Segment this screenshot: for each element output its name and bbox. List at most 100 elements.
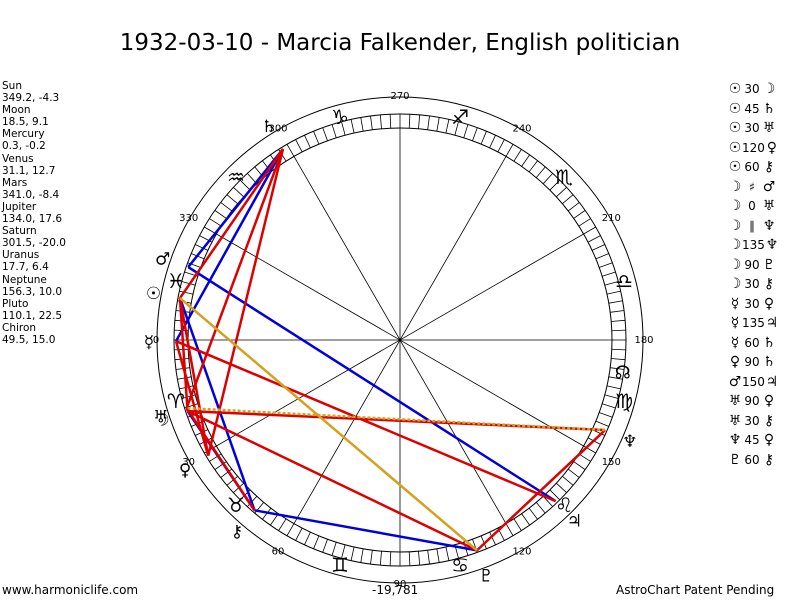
sign-glyph: ♍ bbox=[615, 389, 633, 413]
planet-name: Mercury bbox=[2, 128, 45, 141]
aspect-line bbox=[174, 340, 210, 457]
degree-tick bbox=[295, 527, 303, 541]
planet-glyph: ☉ bbox=[146, 284, 161, 304]
aspect-angle: 45 bbox=[744, 101, 760, 116]
aspect-angle: 150 bbox=[742, 374, 765, 389]
degree-tick bbox=[278, 518, 287, 531]
degree-tick bbox=[497, 139, 505, 153]
chart-title: 1932-03-10 - Marcia Falkender, English p… bbox=[119, 30, 681, 56]
degree-tick bbox=[521, 513, 530, 526]
degree-tick bbox=[427, 550, 430, 565]
aspect-row: ☽ 0 ♅ bbox=[728, 197, 800, 217]
planet-glyph: ♆ bbox=[622, 432, 637, 452]
degree-label: 30 bbox=[182, 457, 195, 468]
degree-tick bbox=[608, 300, 623, 304]
aspect-planet-glyph: ♆ bbox=[762, 217, 776, 234]
aspect-planet-glyph: ⚷ bbox=[763, 276, 775, 292]
aspect-planet-glyph: ☽ bbox=[728, 217, 742, 234]
footer-website[interactable]: www.harmoniclife.com bbox=[2, 583, 139, 597]
degree-tick bbox=[567, 468, 580, 478]
aspect-planet-glyph: ♇ bbox=[728, 451, 742, 468]
aspect-planet-glyph: ♃ bbox=[765, 373, 779, 390]
aspect-line bbox=[187, 148, 284, 268]
aspect-row: ☽ ∥ ♆ bbox=[728, 217, 800, 237]
planet-glyph: ♃ bbox=[567, 512, 582, 532]
aspect-row: ☿ 135♃ bbox=[728, 314, 800, 334]
degree-tick bbox=[542, 496, 553, 507]
aspect-angle: 60 bbox=[744, 335, 760, 350]
aspect-line bbox=[185, 148, 285, 409]
degree-tick bbox=[578, 218, 591, 227]
aspect-planet-glyph: ♅ bbox=[762, 198, 776, 214]
aspect-angle: 90 bbox=[744, 257, 760, 272]
aspect-planet-glyph: ⚷ bbox=[763, 159, 775, 175]
sign-glyph: ♈ bbox=[167, 389, 185, 413]
degree-tick bbox=[454, 121, 459, 136]
aspect-planet-glyph: ♀ bbox=[763, 432, 775, 448]
degree-tick bbox=[389, 551, 392, 566]
degree-tick bbox=[304, 531, 311, 545]
planet-values: 17.7, 6.4 bbox=[2, 261, 49, 274]
degree-tick bbox=[583, 226, 596, 235]
degree-tick bbox=[556, 482, 567, 493]
degree-tick bbox=[505, 144, 514, 157]
aspect-line bbox=[185, 407, 256, 512]
degree-tick bbox=[505, 523, 514, 536]
node-glyph: ☊ bbox=[615, 362, 631, 383]
aspect-planet-glyph: ☽ bbox=[728, 237, 742, 253]
aspect-line bbox=[187, 266, 557, 503]
aspect-row: ☽135♆ bbox=[728, 236, 800, 256]
aspect-row: ♂150♃ bbox=[728, 373, 800, 393]
aspect-row: ☉120 ♀ bbox=[728, 139, 800, 159]
degree-tick bbox=[472, 127, 478, 141]
degree-tick bbox=[602, 271, 616, 277]
degree-tick bbox=[436, 117, 440, 132]
planet-name: Saturn bbox=[2, 225, 37, 238]
degree-tick bbox=[313, 131, 320, 145]
planet-name: Sun bbox=[2, 80, 22, 92]
degree-label: 120 bbox=[512, 546, 531, 557]
degree-tick bbox=[587, 235, 601, 243]
aspect-angle: 135 bbox=[742, 316, 765, 330]
aspect-angle: 135 bbox=[742, 238, 765, 252]
aspect-angle: 120 bbox=[742, 140, 765, 155]
degree-tick bbox=[595, 253, 609, 260]
planet-values: 301.5, -20.0 bbox=[2, 237, 66, 250]
planet-glyph: ♀ bbox=[179, 461, 191, 481]
degree-tick bbox=[418, 551, 421, 566]
aspect-angle: 30 bbox=[744, 277, 760, 291]
degree-tick bbox=[408, 551, 411, 566]
degree-label: 180 bbox=[634, 335, 653, 346]
degree-tick bbox=[595, 420, 609, 427]
degree-label: 270 bbox=[390, 91, 409, 102]
aspect-planet-glyph: ♄ bbox=[762, 100, 776, 117]
aspect-line bbox=[187, 409, 606, 432]
degree-tick bbox=[427, 115, 430, 130]
aspect-line bbox=[206, 148, 285, 456]
planet-name: Pluto bbox=[2, 297, 29, 310]
aspect-line bbox=[178, 297, 189, 412]
degree-tick bbox=[286, 144, 295, 157]
degree-tick bbox=[331, 124, 337, 138]
aspect-planet-glyph: ☉ bbox=[728, 159, 742, 175]
aspect-planet-glyph: ☿ bbox=[730, 315, 740, 331]
degree-tick bbox=[214, 210, 227, 219]
aspect-row: ♅ 90 ♀ bbox=[728, 392, 800, 412]
degree-tick bbox=[445, 119, 450, 134]
aspect-planet-glyph: ♄ bbox=[762, 354, 776, 370]
degree-tick bbox=[610, 367, 625, 370]
planet-values: 18.5, 9.1 bbox=[2, 116, 49, 129]
aspect-angle: 60 bbox=[744, 452, 760, 467]
degree-tick bbox=[322, 127, 328, 141]
planet-name: Uranus bbox=[2, 249, 40, 262]
aspect-planet-glyph: ☽ bbox=[728, 178, 742, 195]
aspect-angle: ♯ bbox=[749, 179, 755, 194]
aspect-row: ☽ 30 ⚷ bbox=[728, 275, 800, 295]
aspect-planet-glyph: ♅ bbox=[728, 393, 742, 409]
aspect-line bbox=[476, 429, 606, 552]
aspect-angle: 0 bbox=[748, 199, 756, 213]
degree-tick bbox=[604, 394, 619, 399]
aspect-planet-glyph: ☉ bbox=[728, 81, 742, 97]
degree-tick bbox=[528, 160, 538, 173]
